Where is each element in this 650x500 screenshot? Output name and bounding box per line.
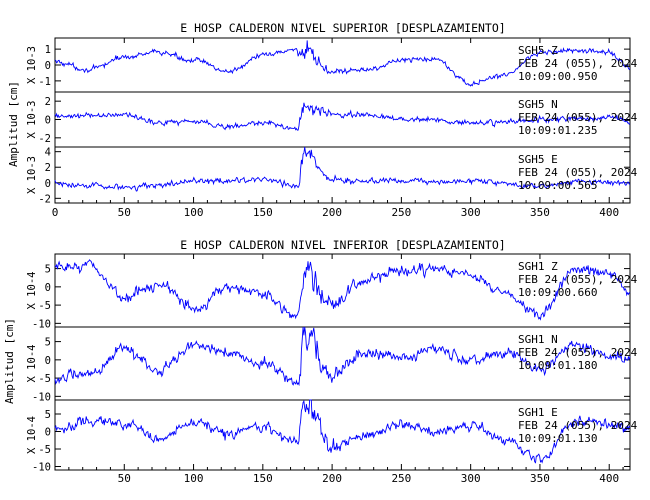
station-annotation: SGH1 E: [518, 406, 558, 419]
y-scale-label: X 10-4: [26, 416, 38, 454]
x-tick-label: 250: [391, 472, 411, 485]
y-tick-label: -10: [32, 462, 51, 474]
y-tick-label: 0: [45, 355, 51, 367]
station-annotation: FEB 24 (055), 2024: [518, 111, 638, 124]
y-tick-label: -5: [38, 300, 51, 312]
x-tick-label: 400: [599, 472, 619, 485]
x-tick-label: 350: [530, 472, 550, 485]
waveform-trace-sgh1-e: [54, 399, 631, 464]
y-tick-label: 0: [45, 427, 51, 439]
waveform-trace-sgh1-z: [54, 259, 631, 321]
station-annotation: SGH5 E: [518, 153, 558, 166]
station-annotation: SGH1 N: [518, 333, 558, 346]
x-tick-label: 0: [52, 206, 59, 219]
y-tick-label: -2: [38, 133, 51, 145]
x-tick-label: 350: [530, 206, 550, 219]
y-tick-label: 5: [45, 337, 51, 349]
y-tick-label: -10: [32, 318, 51, 330]
y-scale-label: X 10-4: [26, 272, 38, 310]
station-annotation: 10:09:01.130: [518, 432, 597, 445]
y-scale-label: X 10-3: [26, 46, 38, 84]
waveform-trace-sgh5-n: [54, 102, 631, 131]
y-axis-label-upper: Amplitud [cm]: [7, 81, 20, 167]
y-tick-label: 0: [45, 282, 51, 294]
x-tick-label: 200: [322, 472, 342, 485]
x-tick-label: 400: [599, 206, 619, 219]
x-tick-label: 100: [184, 472, 204, 485]
y-tick-label: -5: [38, 373, 51, 385]
y-scale-label: X 10-3: [26, 101, 38, 139]
y-tick-label: -2: [38, 193, 51, 205]
y-tick-label: 2: [45, 96, 51, 108]
y-tick-label: 0: [45, 115, 51, 127]
y-tick-label: -10: [32, 391, 51, 403]
waveform-trace-sgh1-n: [54, 326, 631, 387]
y-tick-label: 5: [45, 264, 51, 276]
y-tick-label: 2: [45, 162, 51, 174]
x-tick-label: 300: [461, 206, 481, 219]
y-tick-label: -1: [38, 76, 51, 88]
y-tick-label: 0: [45, 60, 51, 72]
station-annotation: 10:09:00.565: [518, 179, 597, 192]
station-annotation: 10:09:01.180: [518, 359, 597, 372]
station-annotation: 10:09:01.235: [518, 124, 597, 137]
station-annotation: FEB 24 (055), 2024: [518, 57, 638, 70]
x-tick-label: 300: [461, 472, 481, 485]
station-annotation: SGH5 N: [518, 98, 558, 111]
waveform-trace-sgh5-z: [54, 40, 631, 87]
station-annotation: SGH5 Z: [518, 44, 558, 57]
station-annotation: FEB 24 (055), 2024: [518, 419, 638, 432]
station-annotation: 10:09:00.660: [518, 286, 597, 299]
x-tick-label: 50: [118, 472, 131, 485]
station-annotation: FEB 24 (055), 2024: [518, 346, 638, 359]
panel-frame: [54, 146, 631, 204]
y-tick-label: 5: [45, 409, 51, 421]
y-scale-label: X 10-3: [26, 156, 38, 194]
y-tick-label: 4: [45, 147, 51, 159]
x-tick-label: 100: [184, 206, 204, 219]
station-annotation: FEB 24 (055), 2024: [518, 273, 638, 286]
y-scale-label: X 10-4: [26, 345, 38, 383]
chart-title-upper: E HOSP CALDERON NIVEL SUPERIOR [DESPLAZA…: [180, 21, 505, 35]
y-tick-label: 1: [45, 44, 51, 56]
station-annotation: 10:09:00.950: [518, 70, 597, 83]
station-annotation: SGH1 Z: [518, 260, 558, 273]
x-tick-label: 150: [253, 472, 273, 485]
x-tick-label: 250: [391, 206, 411, 219]
waveform-trace-sgh5-e: [54, 146, 631, 192]
panel-frame: [54, 399, 631, 471]
y-tick-label: 0: [45, 178, 51, 190]
x-tick-label: 150: [253, 206, 273, 219]
x-tick-label: 200: [322, 206, 342, 219]
x-tick-label: 50: [118, 206, 131, 219]
y-tick-label: -5: [38, 444, 51, 456]
chart-title-lower: E HOSP CALDERON NIVEL INFERIOR [DESPLAZA…: [180, 238, 505, 252]
station-annotation: FEB 24 (055), 2024: [518, 166, 638, 179]
y-axis-label-lower: Amplitud [cm]: [3, 318, 16, 404]
